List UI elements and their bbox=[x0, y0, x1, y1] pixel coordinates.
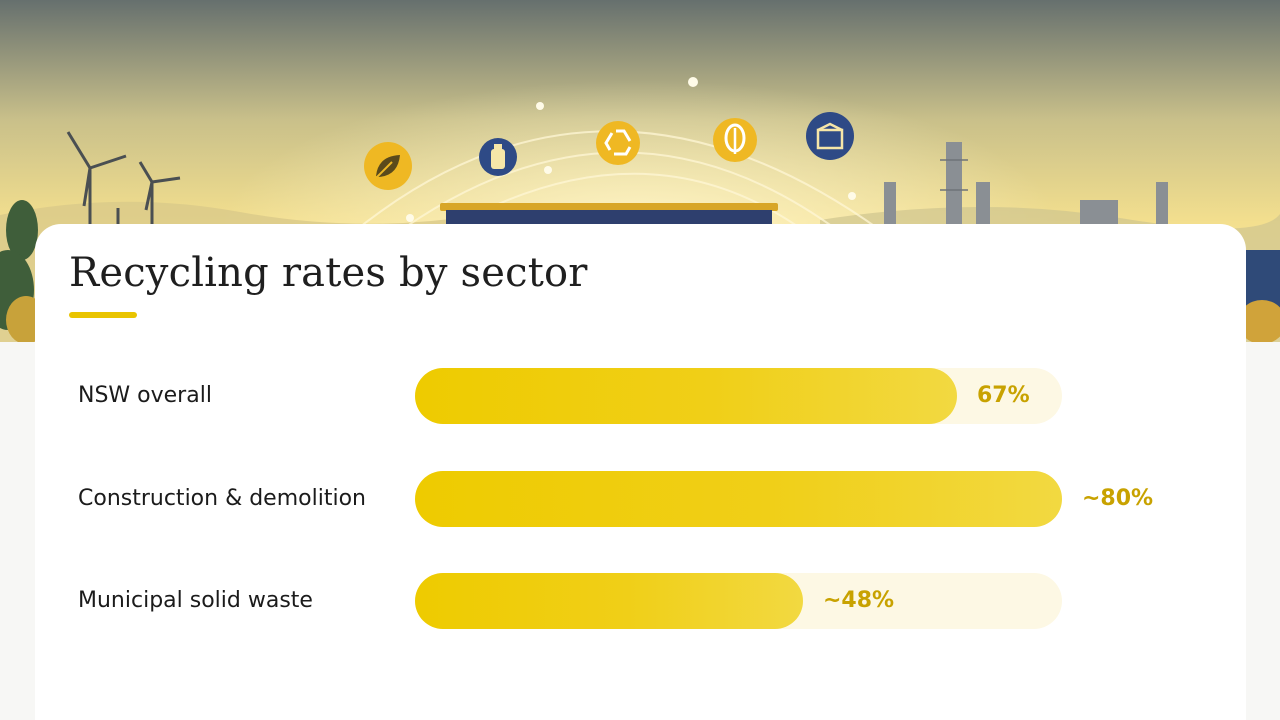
bar-row: Municipal solid waste ~48% bbox=[35, 573, 1246, 629]
chart-title: Recycling rates by sector bbox=[69, 250, 588, 296]
bar-value-label: ~48% bbox=[823, 588, 895, 613]
bar bbox=[415, 471, 1062, 527]
bar bbox=[415, 368, 957, 424]
bar-track bbox=[415, 471, 1062, 527]
bar-value-label: ~80% bbox=[1082, 486, 1154, 511]
recycle-icon bbox=[596, 121, 640, 165]
bar-label: Municipal solid waste bbox=[78, 588, 313, 613]
title-underline bbox=[69, 312, 137, 318]
bar-label: NSW overall bbox=[78, 383, 212, 408]
box-icon bbox=[806, 112, 854, 160]
sprout-icon bbox=[713, 118, 757, 162]
bar-track bbox=[415, 573, 1062, 629]
chart-card: Recycling rates by sector NSW overall 67%… bbox=[35, 224, 1246, 720]
leaf-icon bbox=[364, 142, 412, 190]
bottle-icon bbox=[479, 138, 517, 176]
bar-value-label: 67% bbox=[977, 383, 1030, 408]
bar-label: Construction & demolition bbox=[78, 486, 366, 511]
bar bbox=[415, 573, 803, 629]
bar-row: NSW overall 67% bbox=[35, 368, 1246, 424]
bar-track bbox=[415, 368, 1062, 424]
bar-row: Construction & demolition ~80% bbox=[35, 471, 1246, 527]
